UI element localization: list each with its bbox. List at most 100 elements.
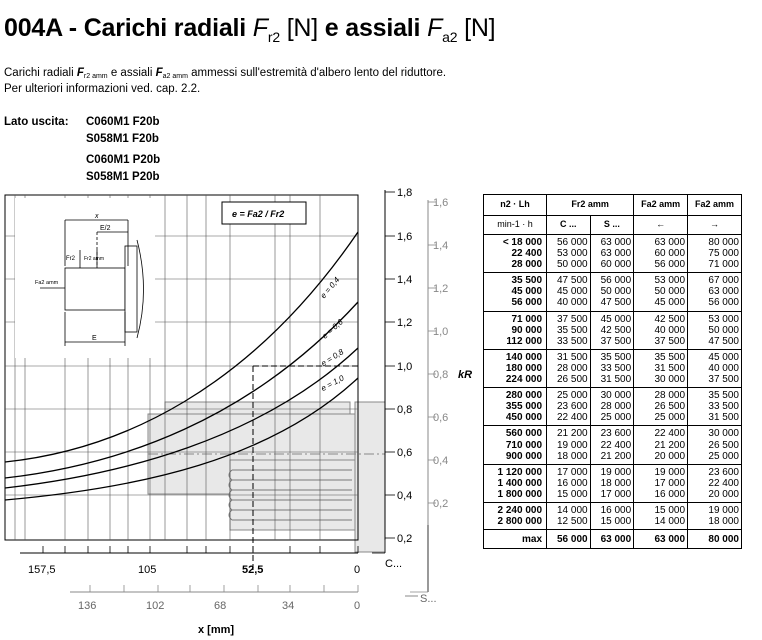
table-cell: 23 600 [557,401,588,413]
table-cell: < 18 000 [502,237,543,248]
curve-e-1-0 [4,377,359,501]
table-cell: 2 800 000 [497,516,543,528]
x-axis-s: 136 102 68 34 0 S... [70,585,437,612]
table-cell: 33 500 [708,401,739,413]
svg-text:1,2: 1,2 [433,283,448,295]
table-cell: 17 000 [600,488,632,500]
table-cell: 25 000 [557,390,588,402]
table-cell: 710 000 [505,439,543,451]
table-cell: 31 500 [708,412,739,424]
table-cell: 19 000 [557,439,588,451]
table-cell: 30 000 [708,428,739,440]
description: Carichi radiali Fr2 amm e assiali Fa2 am… [4,67,447,95]
svg-text:0: 0 [354,564,360,576]
svg-text:0,8: 0,8 [397,404,412,416]
table-cell: 45 000 [654,297,686,309]
table-cell: 2 240 000 [497,504,543,516]
table-cell: 35 500 [557,324,588,336]
curve-e-0-8 [4,347,359,489]
table-row: 2 240 000 2 800 000 14 000 12 500 16 000 15 0… [482,501,742,531]
table-cell: 18 000 [708,516,739,528]
table-cell: 53 000 [654,275,686,287]
svg-text:E/2: E/2 [100,225,111,232]
header-fa2amm-2: Fa2 amm [687,194,742,216]
load-table: n2 · Lh Fr2 amm Fa2 amm Fa2 amm min-1 · … [482,194,742,550]
table-row: < 18 000 22 400 28 000 56 000 53 000 50 000 63… [482,233,742,274]
inset-diagram [15,198,155,358]
table-cell: 56 000 [600,275,632,287]
svg-text:1,8: 1,8 [397,187,412,199]
model-item: C060M1 P20b [86,154,161,166]
table-cell: 45 000 [600,313,632,325]
table-cell: 28 000 [600,401,632,413]
table-cell: 60 000 [654,248,686,260]
svg-text:C...: C... [385,558,402,570]
curve-e-0-4 [4,231,359,463]
x-axis-c: 157,5 105 52,5 0 C... [20,546,402,576]
svg-text:0,8: 0,8 [433,369,448,381]
table-cell: 30 000 [600,390,632,402]
table-cell: 60 000 [600,259,632,271]
svg-text:34: 34 [282,600,294,612]
table-cell: 56 000 [708,297,739,309]
table-cell: 35 500 [708,390,739,402]
table-cell: 20 000 [708,488,739,500]
table-cell: 21 200 [600,450,632,462]
svg-text:157,5: 157,5 [28,564,56,576]
svg-text:1,6: 1,6 [433,197,448,209]
table-cell: 31 500 [557,351,588,363]
svg-text:1,2: 1,2 [397,317,412,329]
table-cell: 14 000 [557,504,588,516]
table-cell: 31 500 [600,374,632,386]
table-cell: 71 000 [708,259,739,271]
table-cell: 35 500 [600,351,632,363]
table-cell: 35 500 [654,351,686,363]
table-cell: 22 400 [557,412,588,424]
svg-text:1,4: 1,4 [433,240,448,252]
table-row: 280 000 355 000 450 000 25 000 23 600 22 400 3… [482,387,742,427]
table-cell: 42 500 [654,313,686,325]
table-cell: 280 000 [505,390,543,402]
table-cell: 42 500 [600,324,632,336]
table-cell: 63 000 [654,237,686,248]
table-cell: 180 000 [505,362,543,374]
table-cell: 80 000 [708,237,739,248]
table-cell: 33 500 [557,335,588,347]
table-row: 1 120 000 1 400 000 1 800 000 17 000 16 000 1… [482,463,742,503]
svg-text:105: 105 [138,564,156,576]
table-cell: 140 000 [505,351,543,363]
table-cell: 37 500 [654,335,686,347]
reference-lines [252,365,358,570]
table-cell: 33 500 [600,362,632,374]
svg-text:0,6: 0,6 [397,447,412,459]
table-cell: 1 800 000 [497,488,543,500]
table-cell: 30 000 [654,374,686,386]
table-cell: 40 000 [557,297,588,309]
table-cell: 50 000 [557,259,588,271]
svg-text:68: 68 [214,600,226,612]
table-cell: 25 000 [654,412,686,424]
curve-label-e-0-6: e = 0,6 [320,317,345,341]
table-cell: 19 000 [600,466,632,478]
table-cell: 47 500 [557,275,588,287]
svg-text:102: 102 [146,600,164,612]
model-item: S058M1 P20b [86,171,160,183]
table-cell: 16 000 [557,477,588,489]
svg-text:0,2: 0,2 [433,498,448,510]
table-cell: 20 000 [654,450,686,462]
table-cell: 37 500 [708,374,739,386]
table-cell: 21 200 [654,439,686,451]
curve-label-e-0-8: e = 0,8 [320,347,346,368]
table-cell: 17 000 [654,477,686,489]
table-cell: 15 000 [654,504,686,516]
table-cell: 45 000 [511,286,543,298]
table-cell: 28 000 [654,390,686,402]
table-cell: 12 500 [557,516,588,528]
table-cell: 26 500 [557,374,588,386]
y-axis-right: 1,6 1,4 1,2 1,0 0,8 0,6 0,4 0,2 [427,197,448,525]
svg-text:0,2: 0,2 [397,533,412,545]
table-cell: 1 400 000 [497,477,543,489]
table-row: 140 000 180 000 224 000 31 500 28 000 26 500 3… [482,348,742,389]
table-cell: 25 000 [600,412,632,424]
table-cell: 15 000 [557,488,588,500]
